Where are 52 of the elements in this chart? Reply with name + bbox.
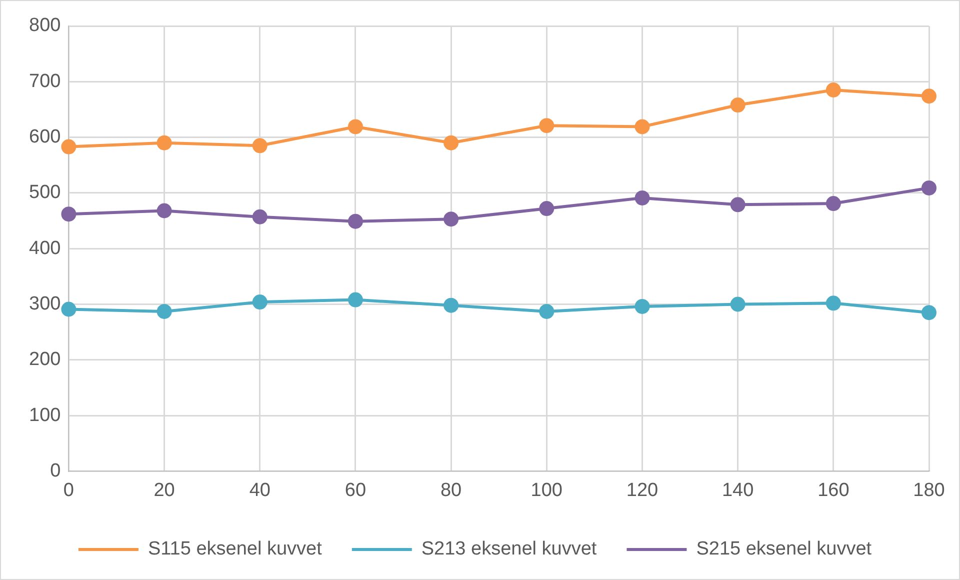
x-tick-label: 0: [63, 480, 74, 501]
point: [156, 135, 172, 150]
y-tick-label: 400: [29, 238, 61, 259]
point: [826, 196, 841, 212]
point: [348, 214, 363, 229]
legend-label: S213 eksenel kuvvet: [421, 538, 598, 560]
point: [922, 88, 936, 104]
y-tick-label: 200: [29, 349, 61, 370]
point: [730, 296, 746, 312]
x-tick-label: 120: [626, 480, 658, 501]
point: [634, 119, 650, 134]
point: [252, 209, 268, 224]
legend-label: S215 eksenel kuvvet: [696, 538, 872, 560]
point: [348, 292, 363, 308]
point: [730, 98, 746, 113]
y-tick-label: 600: [29, 126, 61, 148]
point: [156, 203, 172, 218]
y-tick-label: 700: [29, 70, 61, 92]
y-tick-label: 500: [29, 182, 61, 204]
point: [922, 305, 936, 320]
point: [539, 304, 554, 319]
point: [539, 118, 554, 134]
x-tick-label: 140: [722, 480, 754, 501]
point: [444, 135, 459, 150]
point: [826, 296, 841, 311]
legend-label: S115 eksenel kuvvet: [148, 538, 323, 560]
point: [156, 304, 172, 319]
y-tick-label: 100: [29, 404, 61, 426]
point: [826, 82, 841, 98]
y-tick-label: 300: [29, 293, 61, 314]
point: [252, 294, 268, 310]
point: [634, 190, 650, 206]
x-tick-label: 60: [344, 480, 366, 501]
point: [61, 206, 76, 222]
point: [922, 180, 936, 196]
y-tick-label: 800: [29, 15, 61, 36]
x-tick-label: 20: [154, 480, 175, 501]
x-tick-label: 180: [913, 480, 945, 501]
point: [730, 197, 746, 212]
point: [61, 302, 76, 317]
x-tick-label: 40: [249, 480, 270, 501]
point: [444, 212, 459, 227]
point: [444, 298, 459, 313]
point: [539, 201, 554, 216]
point: [252, 138, 268, 154]
y-tick-label: 0: [50, 460, 61, 482]
x-tick-label: 160: [818, 480, 850, 501]
point: [634, 298, 650, 314]
point: [348, 119, 363, 134]
x-tick-label: 80: [440, 480, 462, 501]
x-tick-label: 100: [530, 480, 562, 501]
point: [61, 139, 76, 154]
